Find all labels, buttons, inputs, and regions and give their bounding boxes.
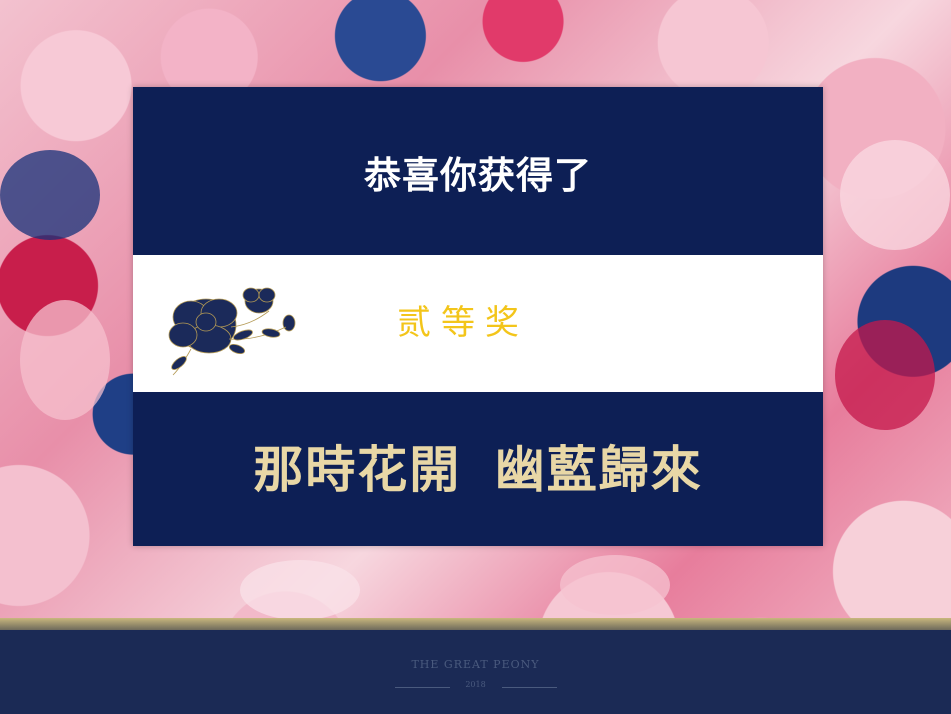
background-flower (0, 150, 100, 240)
background-flower (20, 300, 110, 420)
prize-band: 贰等奖 (133, 255, 823, 392)
background-flower (840, 140, 950, 250)
card-header: 恭喜你获得了 (133, 87, 823, 255)
card-footer: 那時花開 幽藍歸來 (133, 392, 823, 546)
background-flower (560, 555, 670, 615)
footer-line-right (502, 687, 557, 688)
prize-card: 恭喜你获得了 (133, 87, 823, 546)
footer-bar: THE GREAT PEONY 2018 (0, 630, 951, 714)
footer-divider (0, 618, 951, 630)
prize-label: 贰等奖 (397, 303, 529, 343)
peony-flower-icon (168, 287, 296, 376)
footer-line-left (395, 687, 450, 688)
background-flower (835, 320, 935, 430)
footer-brand: THE GREAT PEONY (411, 658, 540, 671)
slogan: 那時花開 幽藍歸來 (253, 440, 703, 499)
footer-subtext: 2018 (465, 680, 486, 689)
congrats-headline: 恭喜你获得了 (364, 154, 592, 197)
background-flower (240, 560, 360, 620)
